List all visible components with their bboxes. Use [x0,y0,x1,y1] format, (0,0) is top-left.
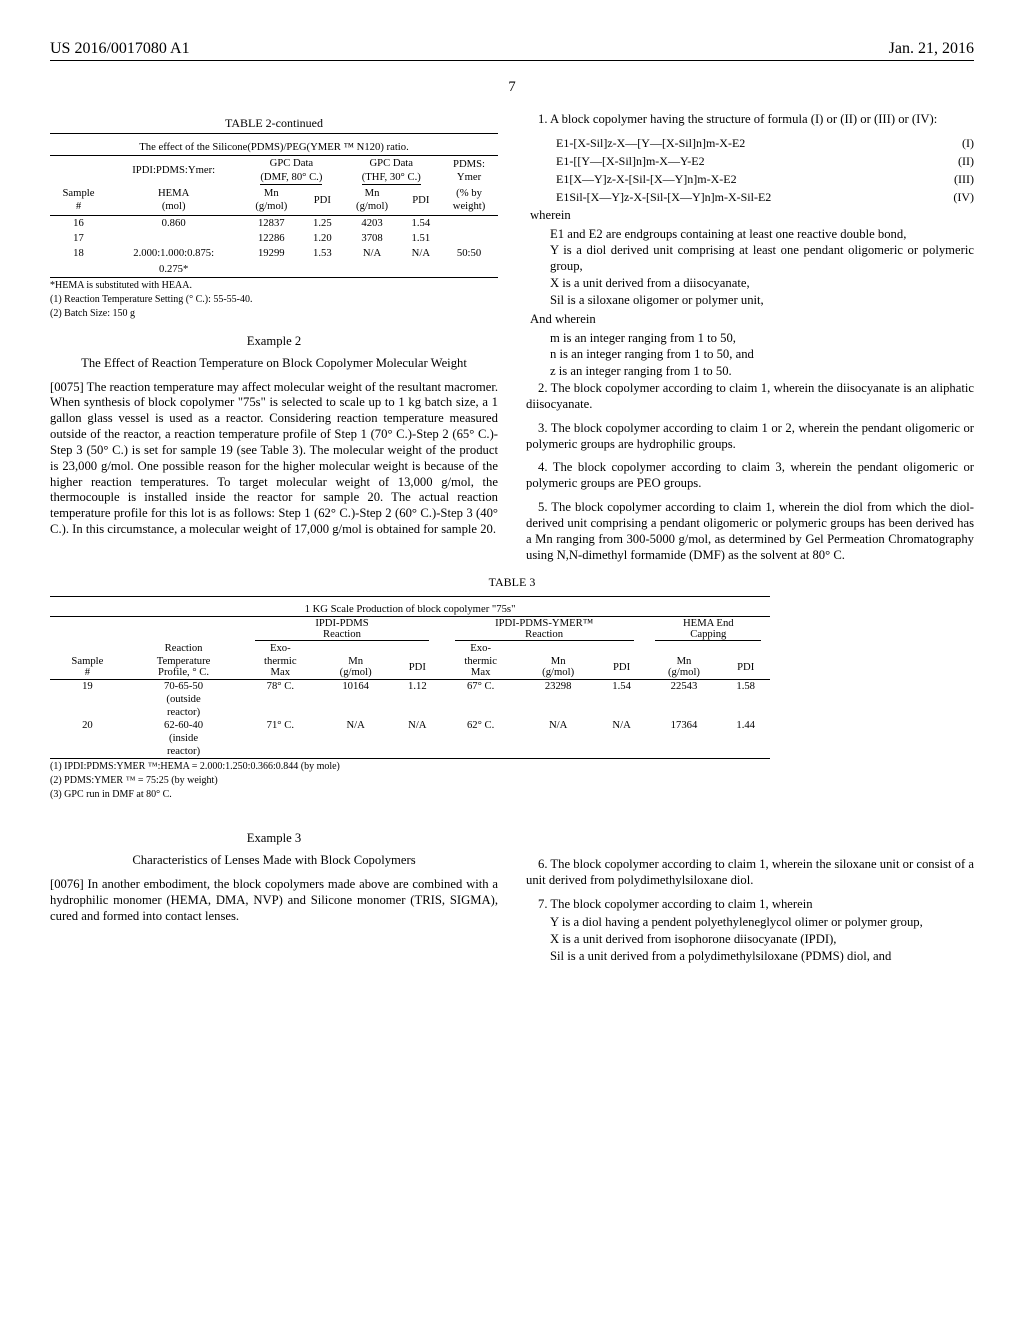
left-column: TABLE 2-continued The effect of the Sili… [50,112,498,571]
example2-subtitle: The Effect of Reaction Temperature on Bl… [50,356,498,372]
table-row: reactor) [50,745,770,759]
example3-head: Example 3 [50,831,498,847]
table2: The effect of the Silicone(PDMS)/PEG(YME… [50,133,498,278]
claim-5: 5. The block copolymer according to clai… [526,500,974,563]
table3-note: (2) PDMS:YMER ™ = 75:25 (by weight) [50,775,770,787]
def-line: z is an integer ranging from 1 to 50. [550,364,974,380]
table-row: 17122861.2037081.51 [50,231,498,246]
table-row: 182.000:1.000:0.875:192991.53N/AN/A50:50 [50,246,498,261]
example2-head: Example 2 [50,334,498,350]
def-line: E1 and E2 are endgroups containing at le… [550,227,974,243]
claim-6: 6. The block copolymer according to clai… [526,857,974,889]
claim-2: 2. The block copolymer according to clai… [526,381,974,413]
formula-row: E1Sil-[X—Y]z-X-[Sil-[X—Y]n]m-X-Sil-E2(IV… [556,190,974,205]
wherein: wherein [530,208,974,224]
page-number: 7 [50,79,974,96]
table2-subtitle: The effect of the Silicone(PDMS)/PEG(YME… [50,140,498,156]
table2-note: (2) Batch Size: 150 g [50,308,498,320]
def-line: Sil is a siloxane oligomer or polymer un… [550,293,974,309]
def-line: m is an integer ranging from 1 to 50, [550,331,974,347]
def-line: X is a unit derived from a diisocyanate, [550,276,974,292]
table2-title: TABLE 2-continued [50,116,498,131]
table3: 1 KG Scale Production of block copolymer… [50,596,770,759]
claim-7: 7. The block copolymer according to clai… [526,897,974,913]
bottom-columns: Example 3 Characteristics of Lenses Made… [50,817,974,965]
table2-note: *HEMA is substituted with HEAA. [50,280,498,292]
patent-date: Jan. 21, 2016 [889,40,974,58]
para-0075: [0075] The reaction temperature may affe… [50,380,498,538]
table3-note: (1) IPDI:PDMS:YMER ™:HEMA = 2.000:1.250:… [50,761,770,773]
example3-subtitle: Characteristics of Lenses Made with Bloc… [50,853,498,869]
table3-title: TABLE 3 [50,575,974,590]
table-row: 160.860128371.2542031.54 [50,215,498,231]
header-rule [50,60,974,61]
formula-row: E1[X—Y]z-X-[Sil-[X—Y]n]m-X-E2(III) [556,172,974,187]
table-row: (inside [50,732,770,745]
para-0076: [0076] In another embodiment, the block … [50,877,498,924]
patent-number: US 2016/0017080 A1 [50,40,190,58]
claim-7-sub: Y is a diol having a pendent polyethylen… [550,915,974,931]
bottom-right: 6. The block copolymer according to clai… [526,817,974,965]
and-wherein: And wherein [530,312,974,328]
def-line: n is an integer ranging from 1 to 50, an… [550,347,974,363]
table-row: (outside [50,693,770,706]
table2-note: (1) Reaction Temperature Setting (° C.):… [50,294,498,306]
def-line: Y is a diol derived unit comprising at l… [550,243,974,275]
main-columns: TABLE 2-continued The effect of the Sili… [50,112,974,571]
formula-row: E1-[[Y—[X-Sil]n]m-X—Y-E2(II) [556,154,974,169]
claim-4: 4. The block copolymer according to clai… [526,460,974,492]
table-row: 2062-60-4071° C.N/AN/A62° C.N/AN/A173641… [50,719,770,732]
table3-wrap: 1 KG Scale Production of block copolymer… [50,596,770,801]
formula-row: E1-[X-Sil]z-X—[Y—[X-Sil]n]m-X-E2(I) [556,136,974,151]
table3-subtitle: 1 KG Scale Production of block copolymer… [50,603,770,617]
table-row: 0.275* [50,262,498,278]
claim-7-sub: Sil is a unit derived from a polydimethy… [550,949,974,965]
claim-1-intro: 1. A block copolymer having the structur… [526,112,974,128]
table-row: reactor) [50,706,770,719]
claim-3: 3. The block copolymer according to clai… [526,421,974,453]
table3-note: (3) GPC run in DMF at 80° C. [50,789,770,801]
bottom-left: Example 3 Characteristics of Lenses Made… [50,817,498,965]
claim-7-sub: X is a unit derived from isophorone diis… [550,932,974,948]
table-row: 1970-65-5078° C.101641.1267° C.232981.54… [50,680,770,694]
page-header: US 2016/0017080 A1 Jan. 21, 2016 [50,40,974,58]
right-column: 1. A block copolymer having the structur… [526,112,974,571]
